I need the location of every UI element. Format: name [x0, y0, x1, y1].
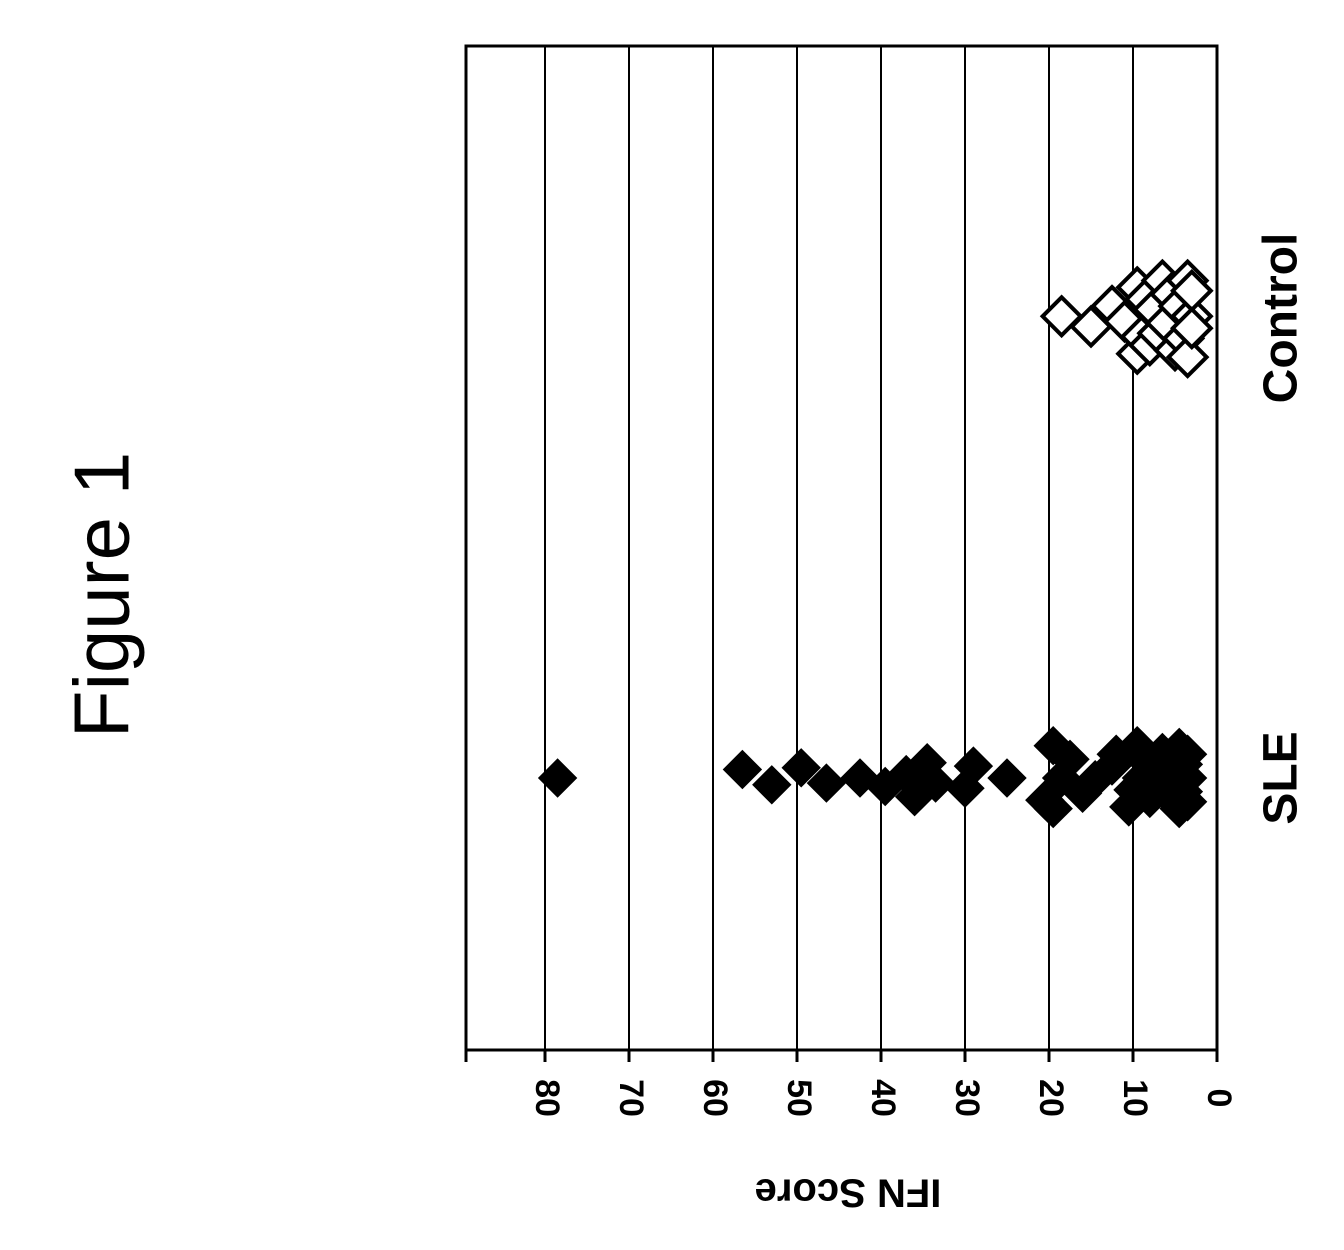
- y-tick-label: 30: [948, 1079, 986, 1117]
- category-labels: SLE Control: [1255, 233, 1308, 825]
- sle-data-point: [988, 759, 1026, 797]
- y-tick-label: 80: [528, 1079, 566, 1117]
- category-label: Control: [1255, 233, 1308, 404]
- y-tick-label: 0: [1200, 1089, 1238, 1108]
- category-label: SLE: [1255, 731, 1308, 824]
- y-tick-label: 70: [612, 1079, 650, 1117]
- y-tick-label: 40: [864, 1079, 902, 1117]
- plot-frame: [466, 46, 1217, 1050]
- y-tick-label: 10: [1116, 1079, 1154, 1117]
- y-axis-title: IFN Score: [755, 1170, 942, 1214]
- grid-lines: [545, 46, 1133, 1050]
- y-tick-label: 20: [1032, 1079, 1070, 1117]
- y-axis-tick-labels: 0 10 20 30 40 50 60 70 80: [528, 1079, 1238, 1117]
- data-points: [539, 262, 1211, 828]
- y-axis-ticks: [466, 1050, 1217, 1062]
- y-tick-label: 60: [696, 1079, 734, 1117]
- y-tick-label: 50: [780, 1079, 818, 1117]
